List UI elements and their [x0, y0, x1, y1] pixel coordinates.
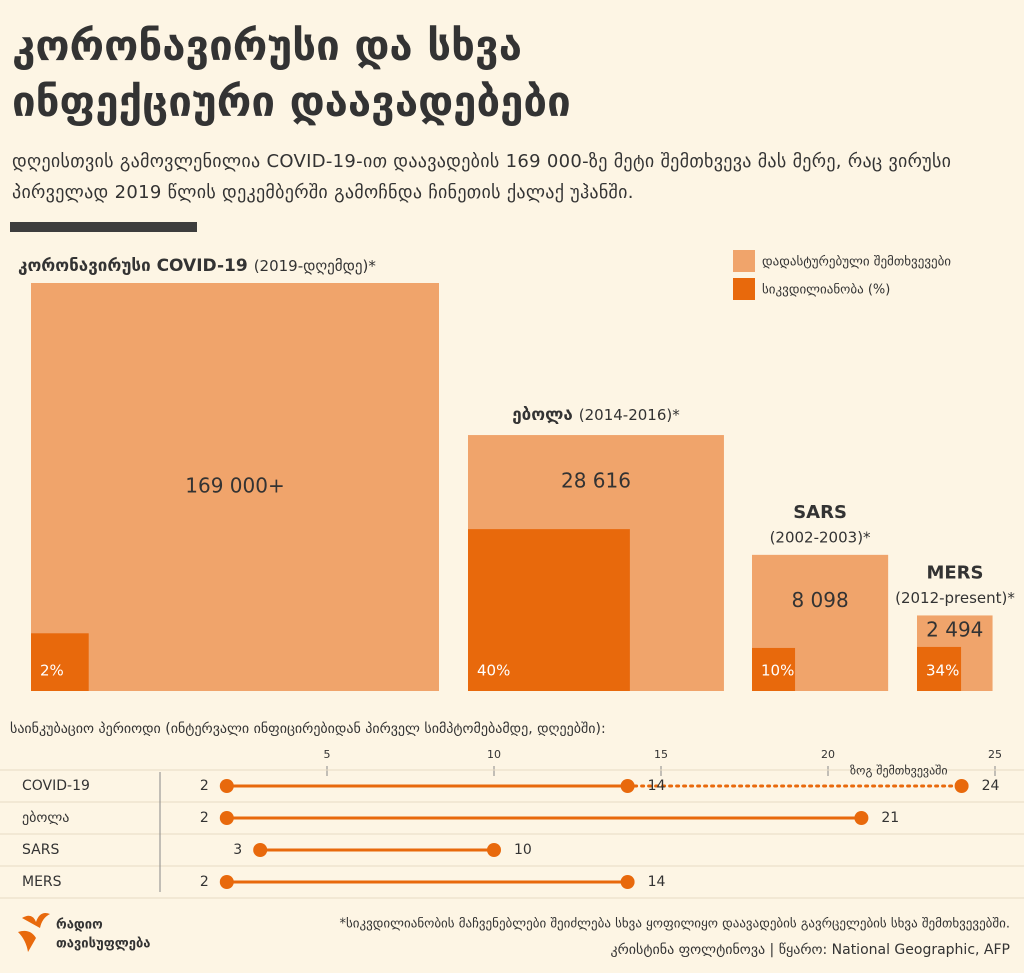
- death-label: 2%: [40, 662, 64, 680]
- case-square: [31, 283, 439, 691]
- legend-swatch: [733, 250, 755, 272]
- end-value: 10: [514, 842, 532, 858]
- end-dot: [854, 811, 869, 825]
- subtitle: დღეისთვის გამოვლენილია COVID-19-ით დაავა…: [12, 151, 952, 203]
- x-tick-label: 25: [988, 748, 1002, 761]
- end-value: 14: [648, 874, 666, 890]
- end-dot: [620, 875, 635, 889]
- x-tick-label: 5: [324, 748, 331, 761]
- start-dot: [253, 843, 268, 857]
- category-label: MERS: [22, 874, 62, 890]
- category-label: კორონავირუსი COVID-19 (2019-დღემდე)*: [18, 256, 376, 276]
- legend-label: დადასტურებული შემთხვევები: [762, 255, 951, 270]
- start-dot: [219, 811, 234, 825]
- legend-swatch: [733, 278, 755, 300]
- start-value: 2: [200, 778, 209, 794]
- x-tick-label: 10: [487, 748, 501, 761]
- category-label: COVID-19: [22, 778, 90, 794]
- credit: კრისტინა ფოლტინოვა | წყარო: National Geo…: [611, 941, 1011, 958]
- category-label: ებოლა (2014-2016)*: [512, 405, 680, 425]
- extreme-dot: [954, 779, 969, 793]
- category-period: (2019-დღემდე)*: [254, 257, 377, 275]
- death-square: [917, 646, 962, 691]
- end-dot: [620, 779, 635, 793]
- value-label: 2 494: [926, 618, 983, 642]
- end-dot: [487, 843, 501, 857]
- end-value: 14: [648, 778, 666, 794]
- death-square: [31, 633, 89, 691]
- logo-icon: [18, 913, 50, 952]
- category-label: MERS: [926, 562, 983, 583]
- death-label: 34%: [926, 662, 959, 680]
- category-name: კორონავირუსი COVID-19: [18, 256, 248, 276]
- death-label: 40%: [477, 662, 510, 680]
- category-period: (2014-2016)*: [579, 406, 680, 424]
- death-label: 10%: [761, 662, 794, 680]
- divider: [10, 222, 197, 232]
- start-dot: [219, 779, 234, 793]
- logo-text: თავისუფლება: [56, 937, 150, 952]
- end-value: 21: [881, 810, 899, 826]
- logo-text: რადიო: [56, 918, 103, 933]
- footnote: *სიკვდილიანობის მაჩვენებლები შეიძლება სხ…: [339, 917, 1010, 932]
- extreme-annotation: ზოგ შემთხვევაში: [850, 764, 948, 778]
- category-period: (2002-2003)*: [770, 528, 871, 546]
- category-name: ებოლა: [512, 405, 573, 425]
- start-dot: [219, 875, 234, 889]
- category-label: ებოლა: [22, 810, 69, 826]
- death-square: [468, 529, 630, 691]
- extreme-value: 24: [982, 778, 1000, 794]
- category-period: (2012-present)*: [895, 589, 1015, 607]
- title: კორონავირუსი და სხვა ინფექციური დაავადებ…: [12, 21, 571, 126]
- x-tick-label: 15: [654, 748, 668, 761]
- range-title: საინკუბაციო პერიოდი (ინტერვალი ინფიცირებ…: [10, 720, 606, 737]
- category-label: SARS: [22, 842, 59, 858]
- start-value: 2: [200, 810, 209, 826]
- value-label: 28 616: [561, 469, 631, 493]
- legend-label: სიკვდილიანობა (%): [762, 283, 890, 298]
- value-label: 169 000+: [185, 474, 284, 498]
- start-value: 2: [200, 874, 209, 890]
- x-tick-label: 20: [821, 748, 835, 761]
- start-value: 3: [233, 842, 242, 858]
- death-square: [752, 647, 796, 691]
- value-label: 8 098: [791, 588, 848, 612]
- category-label: SARS: [793, 502, 847, 523]
